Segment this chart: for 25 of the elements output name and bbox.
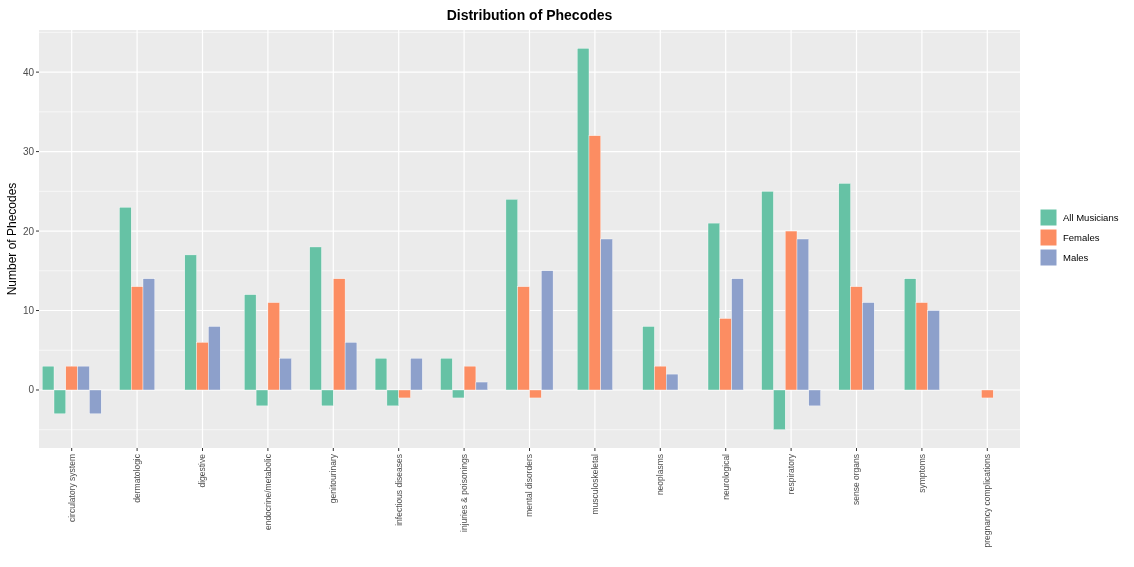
x-tick-label: injuries & poisonings <box>459 454 470 532</box>
chart-title: Distribution of Phecodes <box>446 7 613 23</box>
y-tick-label: 20 <box>22 225 35 237</box>
y-tick-label: 40 <box>22 66 35 78</box>
x-tick-label: mental disorders <box>524 454 535 517</box>
y-tick-label: 10 <box>22 305 35 317</box>
x-tick-label: circulatory system <box>66 454 77 523</box>
x-tick-label: symptoms <box>916 454 927 493</box>
x-tick-label: digestive <box>197 453 208 488</box>
x-tick-label: endocrine/metabolic <box>262 453 273 531</box>
x-tick-label: neoplasms <box>655 454 666 496</box>
legend-label: Males <box>1063 252 1089 264</box>
x-tick-label: sense organs <box>851 454 862 506</box>
y-tick-label: 30 <box>22 146 35 158</box>
x-tick-label: musculoskeletal <box>589 453 600 515</box>
x-tick-label: infectious diseases <box>393 454 404 526</box>
legend-label: Females <box>1063 232 1100 244</box>
x-tick-label: pregnancy complications <box>982 454 993 548</box>
y-tick-label: 0 <box>28 384 35 396</box>
y-axis-title: Number of Phecodes <box>5 182 19 296</box>
x-tick-label: respiratory <box>786 453 797 495</box>
x-tick-label: dermatologic <box>132 453 143 503</box>
legend-label: All Musicians <box>1063 212 1119 224</box>
x-tick-label: genitourinary <box>328 453 339 504</box>
x-tick-label: neurological <box>720 453 731 500</box>
